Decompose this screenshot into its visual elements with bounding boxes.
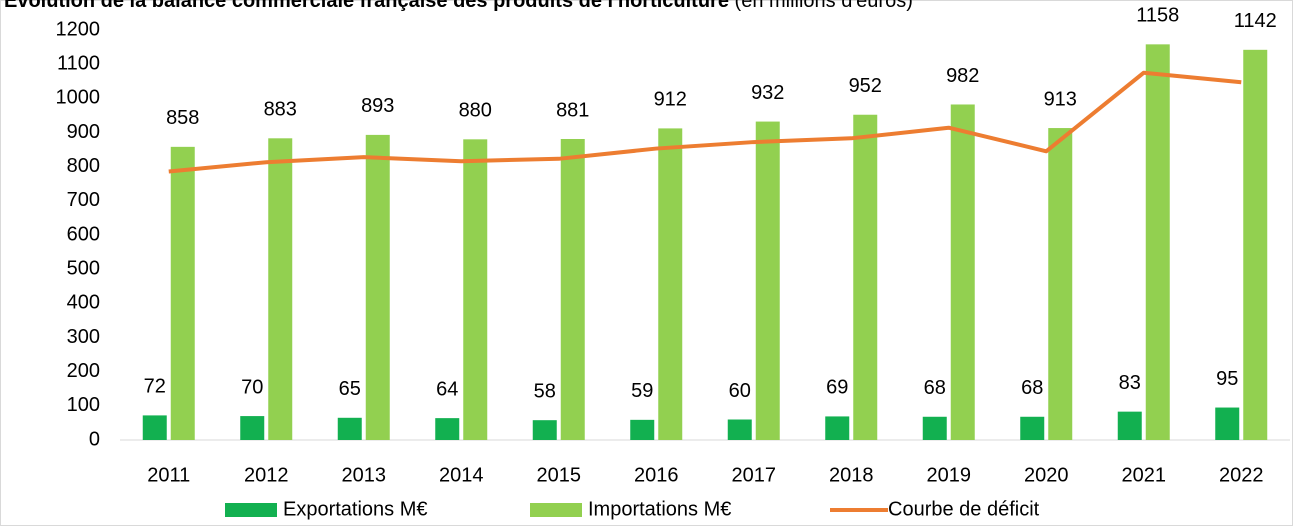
bar [1145, 44, 1170, 440]
x-tick-label: 2014 [439, 464, 484, 486]
x-tick-label: 2017 [732, 464, 777, 486]
chart-title: Évolution de la balance commerciale fran… [4, 0, 729, 12]
data-label: 893 [361, 95, 394, 117]
data-label: 58 [534, 380, 556, 402]
y-tick-label: 900 [67, 121, 100, 143]
x-tick-label: 2022 [1219, 464, 1264, 486]
bar [1215, 407, 1240, 440]
data-label: 912 [654, 89, 687, 111]
y-tick-label: 200 [67, 360, 100, 382]
bar [142, 415, 167, 440]
y-tick-label: 500 [67, 257, 100, 279]
y-tick-label: 800 [67, 155, 100, 177]
x-tick-label: 2020 [1024, 464, 1069, 486]
data-label: 1158 [1136, 5, 1179, 27]
x-tick-label: 2016 [634, 464, 679, 486]
bar [240, 416, 265, 440]
data-label: 72 [144, 376, 166, 398]
bar [630, 419, 655, 440]
data-label: 883 [264, 99, 297, 121]
data-label: 858 [166, 107, 199, 129]
y-tick-label: 600 [67, 223, 100, 245]
bar [1243, 49, 1268, 441]
x-tick-label: 2011 [147, 464, 190, 486]
chart-heading: Évolution de la balance commerciale fran… [4, 0, 913, 12]
data-label: 95 [1216, 368, 1238, 390]
bar [1048, 128, 1073, 440]
bar [825, 416, 850, 440]
x-tick-label: 2019 [927, 464, 972, 486]
bar [755, 121, 780, 441]
bar [532, 420, 557, 440]
bar [365, 134, 390, 440]
y-tick-label: 700 [67, 189, 100, 211]
x-tick-label: 2013 [342, 464, 387, 486]
y-tick-label: 1200 [56, 18, 101, 40]
bar [1020, 416, 1045, 440]
data-label: 880 [459, 100, 492, 122]
chart-subtitle: (en millions d'euros) [735, 0, 913, 12]
y-tick-label: 1100 [57, 52, 100, 74]
bar [922, 416, 947, 440]
data-label: 59 [631, 380, 653, 402]
data-label: 932 [751, 82, 784, 104]
bar [463, 139, 488, 441]
data-label: 69 [826, 377, 848, 399]
data-label: 68 [924, 377, 946, 399]
data-label: 70 [241, 376, 263, 398]
bar [727, 419, 752, 440]
bar [658, 128, 683, 440]
legend-swatch [225, 503, 277, 517]
legend-label: Exportations M€ [283, 498, 428, 520]
data-label: 68 [1021, 377, 1043, 399]
data-label: 60 [729, 380, 751, 402]
y-tick-label: 100 [67, 394, 100, 416]
data-label: 1142 [1234, 10, 1277, 32]
bar [268, 138, 293, 440]
line [168, 70, 1242, 174]
data-label: 952 [849, 75, 882, 97]
y-tick-label: 300 [67, 326, 100, 348]
x-tick-label: 2015 [537, 464, 582, 486]
bar [337, 417, 362, 440]
y-tick-label: 1000 [56, 87, 101, 109]
legend-label: Courbe de déficit [888, 498, 1040, 520]
bar [1117, 411, 1142, 440]
y-tick-label: 0 [89, 428, 100, 450]
data-label: 881 [556, 99, 589, 121]
data-label: 64 [436, 378, 458, 400]
data-label: 65 [339, 378, 361, 400]
data-label: 913 [1044, 88, 1077, 110]
x-tick-label: 2018 [829, 464, 874, 486]
legend-label: Importations M€ [588, 498, 731, 520]
data-label: 982 [946, 65, 979, 87]
bar [170, 146, 195, 440]
bar [853, 114, 878, 440]
bar [950, 104, 975, 440]
x-tick-label: 2012 [244, 464, 289, 486]
bar [560, 138, 585, 440]
bar [435, 418, 460, 440]
x-tick-label: 2021 [1122, 464, 1167, 486]
y-tick-label: 400 [67, 292, 100, 314]
data-label: 83 [1119, 372, 1141, 394]
legend-swatch [530, 503, 582, 517]
